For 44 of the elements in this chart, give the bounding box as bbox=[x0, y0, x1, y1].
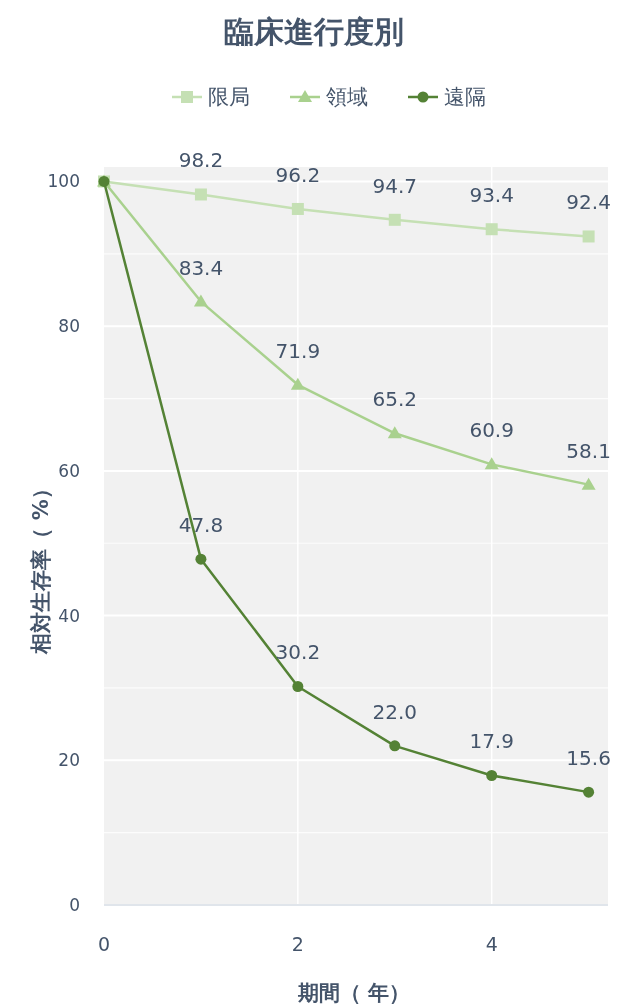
point bbox=[389, 740, 401, 752]
x-tick-label: 0 bbox=[97, 933, 111, 955]
x-tick-label: 2 bbox=[291, 933, 304, 955]
data-label: 30.2 bbox=[275, 640, 321, 665]
legend-label: 遠隔 bbox=[444, 85, 486, 109]
data-label: 98.2 bbox=[178, 148, 224, 173]
data-label: 92.4 bbox=[566, 190, 611, 215]
legend-label: 限局 bbox=[208, 85, 250, 109]
point bbox=[193, 294, 208, 307]
y-tick-label: 100 bbox=[47, 171, 80, 192]
point bbox=[583, 786, 595, 798]
data-label: 94.7 bbox=[372, 173, 418, 198]
point bbox=[194, 188, 207, 201]
y-tick-label: 20 bbox=[58, 750, 80, 771]
x-axis-title: 期間（ 年） bbox=[296, 981, 411, 1005]
point bbox=[485, 223, 498, 236]
y-tick-label: 0 bbox=[69, 895, 80, 915]
point bbox=[290, 377, 305, 390]
data-label: 65.2 bbox=[372, 387, 418, 412]
data-label: 58.1 bbox=[566, 438, 611, 463]
legend-label: 領域 bbox=[326, 85, 368, 109]
y-tick-label: 80 bbox=[58, 316, 80, 337]
point bbox=[388, 213, 401, 226]
data-label: 71.9 bbox=[275, 338, 321, 363]
point bbox=[292, 680, 304, 692]
point bbox=[291, 202, 304, 215]
y-axis-title: 相対生存率（ %） bbox=[29, 478, 53, 655]
x-tick-label: 4 bbox=[485, 933, 498, 955]
data-label: 83.4 bbox=[178, 255, 224, 280]
data-label: 96.2 bbox=[275, 162, 321, 187]
data-label: 93.4 bbox=[469, 183, 514, 208]
chart-title: 臨床進行度別 bbox=[224, 14, 404, 49]
data-label: 15.6 bbox=[566, 746, 611, 771]
y-tick-label: 40 bbox=[58, 605, 80, 626]
y-tick-label: 60 bbox=[58, 460, 80, 481]
data-label: 22.0 bbox=[372, 699, 418, 724]
point bbox=[484, 457, 499, 470]
point bbox=[387, 426, 402, 439]
point bbox=[581, 477, 596, 490]
point bbox=[195, 553, 207, 565]
data-label: 60.9 bbox=[469, 418, 514, 443]
data-label: 17.9 bbox=[469, 729, 514, 754]
point bbox=[486, 769, 498, 781]
point bbox=[582, 230, 595, 243]
